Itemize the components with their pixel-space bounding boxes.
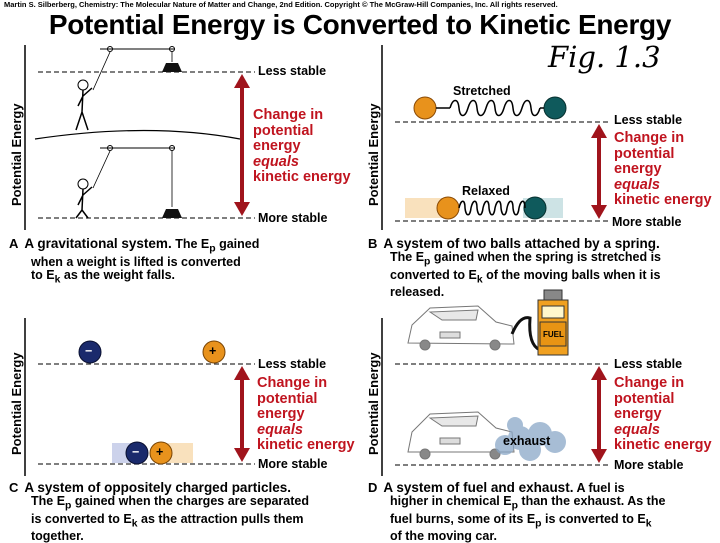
panel-b-energy-arrow bbox=[591, 124, 607, 219]
stretched-spring bbox=[413, 96, 567, 120]
panel-d-energy-arrow bbox=[591, 366, 607, 463]
lower-car bbox=[407, 411, 515, 460]
figure-label: Fig. 1.3 bbox=[548, 40, 661, 74]
panel-d-change-text: Change in potential energy equals kinetic en… bbox=[614, 375, 712, 453]
separated-charges bbox=[78, 340, 226, 364]
panel-a-energy-arrow bbox=[234, 74, 250, 216]
relaxed-spring bbox=[405, 196, 563, 220]
exhaust-cloud bbox=[495, 417, 566, 461]
positive-symbol-lower: + bbox=[156, 445, 164, 459]
panel-b-change-text: Change in potential energy equals kinetic en… bbox=[614, 130, 712, 208]
negative-symbol-upper: − bbox=[85, 344, 93, 358]
panel-b-more-stable: More stable bbox=[612, 215, 682, 229]
copyright-credit: Martin S. Silberberg, Chemistry: The Mol… bbox=[4, 0, 558, 9]
page-title: Potential Energy is Converted to Kinetic… bbox=[48, 9, 672, 40]
upper-car bbox=[407, 305, 515, 351]
panel-b-less-stable: Less stable bbox=[614, 113, 683, 127]
lower-pulley-scene bbox=[75, 145, 182, 219]
panel-a-change-text: Change in potential energy equals kinetic en… bbox=[253, 107, 351, 185]
fuel-pump-label: FUEL bbox=[543, 330, 564, 339]
fuel-pump bbox=[510, 289, 569, 356]
positive-symbol-upper: + bbox=[209, 344, 217, 358]
panel-a-less-stable: Less stable bbox=[258, 64, 327, 78]
panel-a-more-stable: More stable bbox=[258, 211, 328, 225]
stretched-label: Stretched bbox=[453, 84, 511, 98]
attracted-charges bbox=[112, 441, 193, 465]
panel-c-more-stable: More stable bbox=[258, 457, 328, 471]
panel-d-more-stable: More stable bbox=[614, 458, 684, 472]
exhaust-label: exhaust bbox=[503, 434, 551, 448]
panel-a-divider-curve bbox=[34, 129, 241, 140]
panel-c-energy-arrow bbox=[234, 366, 250, 462]
panel-c-change-text: Change in potential energy equals kinetic en… bbox=[257, 375, 355, 453]
upper-pulley-scene bbox=[75, 46, 182, 131]
relaxed-label: Relaxed bbox=[462, 184, 510, 198]
panel-c-less-stable: Less stable bbox=[258, 357, 327, 371]
panel-d-less-stable: Less stable bbox=[614, 357, 683, 371]
negative-symbol-lower: − bbox=[132, 445, 140, 459]
